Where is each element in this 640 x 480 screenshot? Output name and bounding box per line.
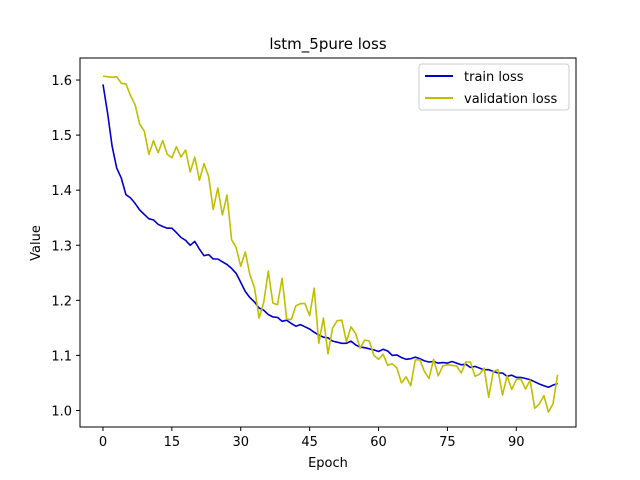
- y-tick-label: 1.2: [51, 294, 72, 309]
- y-tick-label: 1.1: [51, 349, 72, 364]
- x-tick-label: 15: [164, 435, 181, 450]
- legend-label-train-loss: train loss: [464, 70, 524, 85]
- plot-frame: [79, 57, 577, 428]
- y-tick-label: 1.5: [51, 129, 72, 144]
- x-tick-label: 75: [439, 435, 456, 450]
- x-tick-label: 45: [301, 435, 318, 450]
- x-tick-label: 60: [370, 435, 387, 450]
- chart-title: lstm_5pure loss: [269, 35, 387, 54]
- y-tick-label: 1.0: [51, 404, 72, 419]
- legend-label-validation-loss: validation loss: [464, 92, 557, 107]
- series-line-validation-loss: [102, 75, 559, 413]
- ticks-layer: 0 15 30 45 60 75 90 1.0 1.1 1.2 1.3 1.4 1.5 1.6: [51, 74, 524, 450]
- y-axis-label: Value: [29, 225, 44, 261]
- y-tick-label: 1.4: [51, 184, 72, 199]
- y-tick-label: 1.6: [51, 74, 72, 89]
- x-axis-label: Epoch: [308, 456, 348, 471]
- x-tick-label: 0: [99, 435, 107, 450]
- x-tick-label: 30: [232, 435, 249, 450]
- x-tick-label: 90: [508, 435, 525, 450]
- legend-box: [418, 63, 570, 111]
- y-tick-label: 1.3: [51, 239, 72, 254]
- series-layer: [102, 75, 559, 413]
- legend: train loss validation loss: [418, 63, 570, 111]
